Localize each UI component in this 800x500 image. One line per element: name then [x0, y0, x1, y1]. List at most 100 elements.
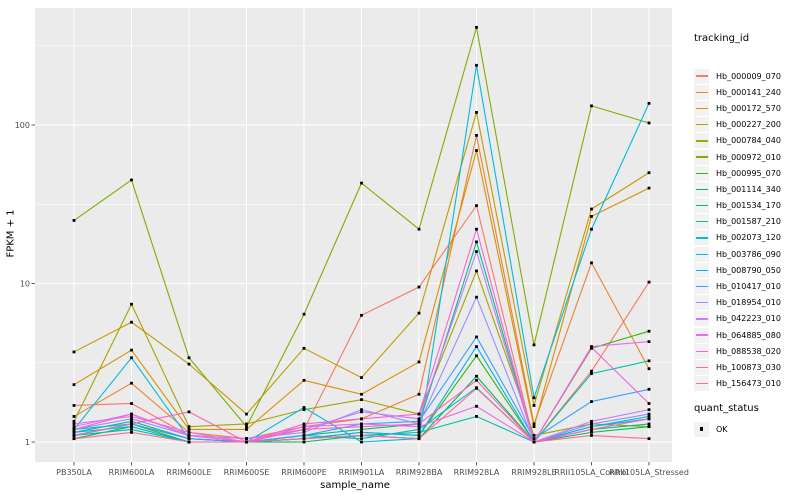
data-point [590, 104, 593, 108]
data-point [187, 440, 191, 444]
data-point [360, 410, 363, 414]
legend-key [694, 181, 709, 197]
data-point [475, 133, 478, 137]
data-point [360, 313, 363, 317]
legend-item: Hb_000784_040 [694, 133, 781, 149]
data-point [417, 285, 421, 289]
y-tick-label: 10 [20, 279, 30, 288]
data-point [532, 404, 536, 407]
data-point [130, 417, 133, 421]
x-tick-label: RRIM600PE [281, 468, 327, 477]
legend-item: Hb_001587_210 [694, 214, 781, 230]
data-point [72, 219, 76, 222]
quant-legend-item: OK [694, 421, 728, 437]
legend-key [694, 230, 709, 246]
data-point [590, 434, 593, 437]
legend-item-label: Hb_010417_010 [716, 282, 781, 292]
data-point [187, 428, 191, 431]
data-point [647, 412, 651, 416]
legend-item-label: Hb_002073_120 [716, 233, 781, 243]
data-point [475, 415, 478, 418]
legend-item: Hb_088538_020 [694, 343, 781, 359]
data-point [72, 434, 76, 437]
data-point [245, 437, 248, 441]
data-point [72, 350, 76, 354]
data-point [72, 430, 76, 434]
legend-item: Hb_003786_090 [694, 246, 781, 262]
data-point [360, 437, 363, 441]
legend-key [694, 262, 709, 278]
legend-line-sample [695, 140, 708, 142]
legend-key [694, 376, 709, 392]
x-tick-label: PB350LA [56, 468, 92, 477]
legend-item: Hb_100873_030 [694, 359, 781, 375]
data-point [245, 428, 248, 431]
data-point [647, 340, 651, 343]
data-point [360, 376, 363, 379]
data-point [590, 419, 593, 423]
legend-key [694, 359, 709, 375]
data-point [417, 311, 421, 315]
legend-line-sample [695, 366, 708, 369]
x-tick-label: RRIM600LE [166, 468, 211, 477]
data-point [130, 381, 133, 385]
data-point [245, 422, 248, 426]
legend-line-sample [695, 237, 708, 239]
data-point [590, 425, 593, 429]
y-axis-title: FPKM + 1 [5, 209, 17, 258]
data-point [302, 422, 306, 426]
data-point [302, 312, 306, 316]
legend-item: Hb_000995_070 [694, 165, 781, 181]
legend-line-sample [695, 204, 708, 207]
data-point [130, 320, 133, 324]
data-point [417, 430, 421, 434]
legend-line-sample [695, 383, 708, 385]
legend-line-sample [695, 221, 708, 223]
data-point [302, 346, 306, 350]
data-point [647, 367, 651, 371]
data-point [360, 398, 363, 402]
data-point [72, 383, 76, 387]
data-point [647, 359, 651, 363]
legend-item-label: Hb_000227_200 [716, 120, 781, 130]
data-point [360, 428, 363, 431]
quant-legend-item-label: OK [716, 424, 728, 434]
data-point [130, 302, 133, 306]
legend-item-label: Hb_001534_170 [716, 201, 781, 211]
data-point [417, 422, 421, 426]
data-point [475, 269, 478, 273]
data-point [417, 227, 421, 231]
data-point [302, 406, 306, 409]
data-point [647, 425, 651, 429]
data-point [72, 404, 76, 407]
legend-item-label: Hb_000009_070 [716, 71, 781, 81]
data-point [187, 425, 191, 429]
data-point [475, 335, 478, 339]
data-point [590, 227, 593, 231]
data-point [475, 204, 478, 208]
data-point [417, 417, 421, 421]
data-point [130, 356, 133, 360]
legend-item: Hb_008790_050 [694, 262, 781, 278]
data-point [647, 417, 651, 421]
legend-key [694, 198, 709, 214]
legend-item-label: Hb_000172_570 [716, 103, 781, 113]
data-point [360, 422, 363, 426]
data-point [475, 63, 478, 67]
legend-item: Hb_001114_340 [694, 181, 781, 197]
data-point [475, 250, 478, 253]
data-point [475, 354, 478, 358]
legend-item: Hb_156473_010 [694, 376, 781, 392]
data-point [532, 440, 536, 444]
data-point [475, 345, 478, 348]
data-point [360, 434, 363, 437]
legend-item: Hb_000172_570 [694, 100, 781, 116]
quant-legend-title: quant_status [694, 403, 759, 414]
legend-line-sample [695, 285, 708, 288]
legend-key [694, 165, 709, 181]
data-point [417, 428, 421, 431]
legend-item-label: Hb_008790_050 [716, 265, 781, 275]
legend-line-sample [695, 156, 708, 158]
legend-item-label: Hb_018954_010 [716, 298, 781, 308]
x-tick-label: RRIM600SE [224, 468, 270, 477]
